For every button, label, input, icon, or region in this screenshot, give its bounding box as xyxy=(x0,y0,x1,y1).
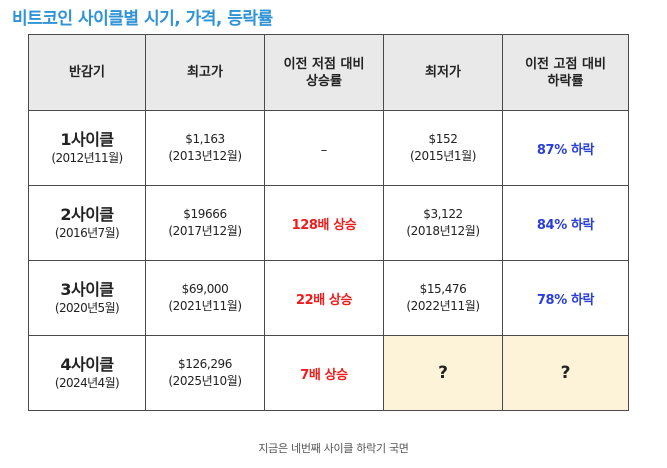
header-rise-line2: 상승률 xyxy=(306,73,342,89)
high-date: (2017년12월) xyxy=(168,224,242,238)
low-date: (2018년12월) xyxy=(406,224,480,238)
rise-cell: 7배 상승 xyxy=(264,335,384,411)
header-high-price: 최고가 xyxy=(145,34,265,111)
cycle-date: (2012년11월) xyxy=(51,151,123,165)
rise-rate: 7배 상승 xyxy=(300,367,348,383)
page-title: 비트코인 사이클별 시기, 가격, 등락률 xyxy=(12,9,273,29)
high-price: $19666 xyxy=(183,207,227,221)
high-cell: $19666 (2017년12월) xyxy=(145,185,265,261)
rise-rate: 22배 상승 xyxy=(295,292,353,308)
high-cell: $1,163 (2013년12월) xyxy=(145,110,265,186)
rise-cell: 22배 상승 xyxy=(264,260,384,336)
table-row: 1사이클 (2012년11월) $1,163 (2013년12월) – $152… xyxy=(28,110,629,186)
bitcoin-cycle-table: 반감기 최고가 이전 저점 대비 상승률 최저가 이전 고점 대비 하락률 1사… xyxy=(28,34,629,411)
table-row: 3사이클 (2020년5월) $69,000 (2021년11월) 22배 상승… xyxy=(28,260,629,336)
low-price: $152 xyxy=(428,132,458,146)
cycle-name: 3사이클 xyxy=(60,280,114,299)
header-rise-line1: 이전 저점 대비 xyxy=(283,56,365,72)
high-date: (2025년10월) xyxy=(168,374,242,388)
cycle-name: 1사이클 xyxy=(60,130,114,149)
low-cell: $15,476 (2022년11월) xyxy=(383,260,503,336)
low-price: $3,122 xyxy=(423,207,463,221)
drop-cell: 78% 하락 xyxy=(502,260,629,336)
high-date: (2013년12월) xyxy=(168,149,242,163)
header-low-price: 최저가 xyxy=(383,34,503,111)
high-date: (2021년11월) xyxy=(168,299,242,313)
drop-rate: 87% 하락 xyxy=(536,142,595,158)
rise-cell: – xyxy=(264,110,384,186)
cycle-date: (2016년7월) xyxy=(54,226,120,240)
cycle-cell: 3사이클 (2020년5월) xyxy=(28,260,146,336)
drop-cell: 84% 하락 xyxy=(502,185,629,261)
cycle-cell: 2사이클 (2016년7월) xyxy=(28,185,146,261)
cycle-name: 4사이클 xyxy=(60,355,114,374)
cycle-date: (2020년5월) xyxy=(54,301,120,315)
low-date: (2022년11월) xyxy=(406,299,480,313)
high-cell: $69,000 (2021년11월) xyxy=(145,260,265,336)
low-price: $15,476 xyxy=(419,282,467,296)
header-drop-line1: 이전 고점 대비 xyxy=(525,56,606,72)
cycle-name: 2사이클 xyxy=(60,205,114,224)
header-drop-rate: 이전 고점 대비 하락률 xyxy=(502,34,629,111)
header-rise-rate: 이전 저점 대비 상승률 xyxy=(264,34,384,111)
header-drop-line2: 하락률 xyxy=(547,73,584,89)
cycle-date: (2024년4월) xyxy=(54,376,120,390)
low-cell: $152 (2015년1월) xyxy=(383,110,503,186)
rise-rate: 128배 상승 xyxy=(291,217,357,233)
unknown-mark: ? xyxy=(438,363,448,383)
high-price: $69,000 xyxy=(181,282,229,296)
rise-cell: 128배 상승 xyxy=(264,185,384,261)
table-row: 2사이클 (2016년7월) $19666 (2017년12월) 128배 상승… xyxy=(28,185,629,261)
low-cell-unknown: ? xyxy=(383,335,503,411)
rise-rate: – xyxy=(320,142,328,158)
high-price: $1,163 xyxy=(185,132,225,146)
header-row: 반감기 최고가 이전 저점 대비 상승률 최저가 이전 고점 대비 하락률 xyxy=(28,34,629,111)
cycle-cell: 4사이클 (2024년4월) xyxy=(28,335,146,411)
header-halving: 반감기 xyxy=(28,34,146,111)
cycle-cell: 1사이클 (2012년11월) xyxy=(28,110,146,186)
drop-cell-unknown: ? xyxy=(502,335,629,411)
low-cell: $3,122 (2018년12월) xyxy=(383,185,503,261)
unknown-mark: ? xyxy=(560,363,571,383)
drop-rate: 84% 하락 xyxy=(536,217,595,233)
high-price: $126,296 xyxy=(177,357,233,371)
table-row: 4사이클 (2024년4월) $126,296 (2025년10월) 7배 상승… xyxy=(28,335,629,411)
drop-cell: 87% 하락 xyxy=(502,110,629,186)
drop-rate: 78% 하락 xyxy=(536,292,595,308)
high-cell: $126,296 (2025년10월) xyxy=(145,335,265,411)
footer-caption: 지금은 네번째 사이클 하락기 국면 xyxy=(258,442,409,455)
low-date: (2015년1월) xyxy=(409,149,477,163)
